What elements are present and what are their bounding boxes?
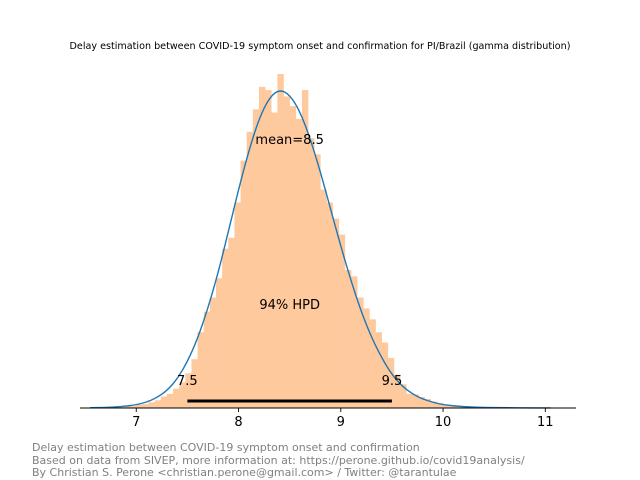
histogram-bar xyxy=(387,357,395,408)
histogram-bar xyxy=(363,308,370,408)
histogram-bar xyxy=(443,404,450,408)
footer-line-1: Delay estimation between COVID-19 sympto… xyxy=(32,441,420,454)
histogram-bar xyxy=(197,332,205,408)
histogram-bar xyxy=(351,276,358,408)
histogram-bar xyxy=(148,402,155,408)
chart-title: Delay estimation between COVID-19 sympto… xyxy=(69,41,571,52)
histogram-bar xyxy=(326,202,333,408)
histogram-bar xyxy=(381,342,389,408)
histogram-bar xyxy=(246,131,254,409)
histogram-bar xyxy=(375,332,382,408)
histogram-bar xyxy=(173,388,180,408)
histogram-bar xyxy=(314,154,321,408)
histogram-bar xyxy=(191,359,198,408)
histogram-bar xyxy=(400,384,407,408)
histogram-bar xyxy=(455,406,462,408)
histogram-bar xyxy=(344,269,352,408)
x-tick-label: 11 xyxy=(537,415,554,430)
x-tick-label: 7 xyxy=(132,415,140,430)
histogram-bar xyxy=(332,218,340,408)
histogram-bar xyxy=(357,297,364,408)
kde-curve-layer xyxy=(90,90,551,409)
histogram-bar xyxy=(216,278,223,408)
histogram-bar xyxy=(308,138,315,408)
histogram-bar xyxy=(136,404,143,408)
hpd-interval: 94% HPD 7.5 9.5 xyxy=(177,298,403,403)
histogram-bar xyxy=(117,406,125,408)
kde-curve xyxy=(90,90,551,409)
x-tick-label: 8 xyxy=(234,415,242,430)
histogram-bar xyxy=(222,248,229,408)
histogram-bar xyxy=(449,405,456,408)
mean-label: mean=8.5 xyxy=(255,133,323,148)
histogram-bar xyxy=(338,234,346,408)
hpd-low-label: 7.5 xyxy=(177,374,198,389)
histogram-bar xyxy=(320,189,327,408)
histogram-bar xyxy=(209,297,217,408)
histogram-bar xyxy=(179,382,186,408)
histogram-bar xyxy=(154,400,162,408)
histogram-bar xyxy=(418,397,425,408)
histogram-bar xyxy=(265,90,272,409)
histogram-bar xyxy=(369,319,376,408)
histogram-bar xyxy=(277,74,284,408)
histogram-bar xyxy=(406,393,413,408)
x-tick-label: 10 xyxy=(435,415,452,430)
histogram-bar xyxy=(203,311,211,408)
histogram-bar xyxy=(252,109,260,409)
footer-line-3: By Christian S. Perone <christian.perone… xyxy=(32,466,457,480)
histogram-bar xyxy=(185,373,192,408)
histogram-bar xyxy=(436,402,444,408)
histogram-bar xyxy=(166,393,174,408)
histogram-bar xyxy=(160,396,168,408)
hpd-high-label: 9.5 xyxy=(382,374,403,389)
histogram-bar xyxy=(240,160,247,408)
histogram-bar xyxy=(424,399,432,408)
histogram-bar xyxy=(412,394,419,408)
hpd-label: 94% HPD xyxy=(259,298,320,313)
footer-line-2: Based on data from SIVEP, more informati… xyxy=(32,453,525,467)
histogram-bar xyxy=(234,202,241,408)
histogram-bar xyxy=(258,86,266,408)
x-tick-label: 9 xyxy=(337,415,345,430)
histogram-bar xyxy=(289,106,297,408)
histogram-bar xyxy=(393,374,401,408)
x-axis: 7 8 9 10 11 xyxy=(80,407,576,430)
histogram-bar xyxy=(130,406,137,408)
footer: Delay estimation between COVID-19 sympto… xyxy=(32,441,525,480)
histogram-bar xyxy=(123,406,131,408)
histogram-bar xyxy=(295,118,303,408)
histogram-bar xyxy=(228,237,235,408)
histogram-bar xyxy=(301,90,309,409)
histogram-bars xyxy=(87,74,511,409)
histogram-bar xyxy=(283,96,290,408)
histogram-bar xyxy=(142,404,149,408)
histogram-bar xyxy=(271,112,278,409)
histogram-bar xyxy=(430,401,438,408)
